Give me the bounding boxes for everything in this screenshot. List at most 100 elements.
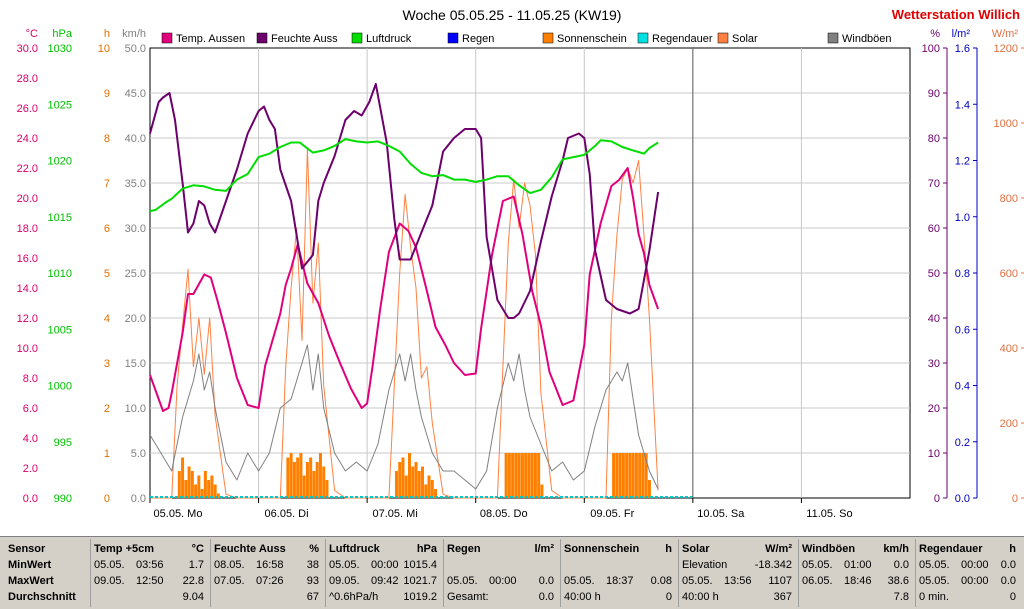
axis-tick-label: 1.4 (955, 99, 970, 111)
sunshine-bar (430, 480, 434, 498)
stats-cell-value: 0 (1009, 591, 1016, 603)
stats-cell-time: 00:00 (961, 575, 989, 587)
axis-tick-label: 5.0 (131, 448, 146, 460)
axis-unit-label: h (104, 28, 110, 40)
stats-cell-date: Gesamt: (447, 591, 489, 603)
legend-swatch (827, 32, 839, 44)
stats-cell-date: 05.05. (329, 559, 360, 571)
stats-cell-value: 7.8 (893, 591, 909, 603)
axis-tick-label: 0 (1012, 493, 1018, 505)
axis-tick-label: 40.0 (125, 133, 146, 145)
sunshine-bar (514, 453, 518, 498)
sunshine-bar (289, 453, 293, 498)
axis-tick-label: 1020 (48, 156, 72, 168)
axis-tick-label: 15.0 (125, 358, 146, 370)
sunshine-bar (187, 466, 191, 498)
sunshine-bar (618, 453, 622, 498)
stats-col-unit: W/m² (765, 543, 792, 555)
series-line (149, 167, 660, 412)
sunshine-bar (638, 453, 642, 498)
stats-cell-time: 09:42 (371, 575, 399, 587)
x-axis: 05.05. Mo 06.05. Di 07.05. Mi 08.05. Do 09.0… (149, 498, 853, 520)
stats-cell-date: 05.05. (919, 575, 950, 587)
sunshine-bar (411, 466, 415, 498)
stats-cell-value: 0.0 (538, 591, 554, 603)
axis-tick-label: 0.6 (955, 324, 970, 336)
sunshine-bar (540, 484, 544, 498)
axis-tick-label: 28.0 (17, 73, 38, 85)
axis-tick-label: 20.0 (17, 193, 38, 205)
axis-tick-label: 10.0 (125, 403, 146, 415)
axis-tick-label: 90 (928, 88, 940, 100)
axis-tick-label: 100 (922, 43, 940, 55)
legend-label: Windböen (842, 33, 892, 45)
stats-cell-value: 0.0 (1000, 575, 1016, 587)
axis-tick-label: 2 (104, 403, 110, 415)
stats-col-regendauer: Regendauer h 05.05. 00:00 0.0 05.05. 00:00 0.0 0… (917, 537, 1022, 609)
axis-tick-label: 25.0 (125, 268, 146, 280)
stats-col-header: Feuchte Auss (214, 543, 286, 555)
axis-tick-label: 0 (104, 493, 110, 505)
stats-col-unit: hPa (416, 543, 437, 555)
sunshine-bar (417, 471, 421, 498)
sunshine-bar (434, 489, 438, 498)
series-line (149, 138, 659, 213)
sunshine-bar (524, 453, 528, 498)
sunshine-bar (292, 462, 296, 498)
axis-tick-label: 10 (98, 43, 110, 55)
axis-tick-label: 1.2 (955, 156, 970, 168)
axis-tick-label: 8.0 (23, 373, 38, 385)
stats-row-label: MinWert (8, 559, 52, 571)
axis-tick-label: 70 (928, 178, 940, 190)
axis-tick-label: 1010 (48, 268, 72, 280)
axis-tick-label: 10.0 (17, 343, 38, 355)
axis-tick-label: 12.0 (17, 313, 38, 325)
stats-cell-time: 07:26 (256, 575, 284, 587)
stats-panel: Sensor MinWert MaxWert Durchschnitt Temp… (0, 536, 1024, 609)
axis-tick-label: 10 (928, 448, 940, 460)
axis-tick-label: 30 (928, 358, 940, 370)
axis-tick-label: 995 (54, 437, 72, 449)
axis-tick-label: 20.0 (125, 313, 146, 325)
axis-tick-label: 1.0 (955, 212, 970, 224)
legend-swatch (447, 32, 459, 44)
sunshine-bar (527, 453, 531, 498)
axis-tick-label: 5 (104, 268, 110, 280)
x-axis-tick-label: 11.05. So (806, 508, 852, 520)
stats-cell-time: 00:00 (489, 575, 517, 587)
axis-unit-label: W/m² (992, 28, 1019, 40)
sunshine-bar (286, 457, 290, 498)
stats-sensor-header: Sensor (8, 543, 46, 555)
sunshine-bar (537, 453, 541, 498)
sunshine-bar (312, 471, 316, 498)
stats-cell-value: 0.0 (538, 575, 554, 587)
sunshine-bar (200, 489, 204, 498)
stats-cell-date: ^0.6hPa/h (329, 591, 379, 603)
axis-tick-label: 200 (1000, 418, 1018, 430)
stats-cell-value: 38 (306, 559, 319, 571)
legend-swatch (637, 32, 649, 44)
legend-swatch (351, 32, 363, 44)
weather-chart: Woche 05.05.25 - 11.05.25 (KW19) Wetters… (17, 7, 1024, 520)
legend-label: Temp. Aussen (176, 33, 245, 45)
legend-swatch (256, 32, 268, 44)
series-line (149, 83, 660, 319)
axis-tick-label: 18.0 (17, 223, 38, 235)
sunshine-bar (533, 453, 537, 498)
sunshine-bar (394, 471, 398, 498)
sunshine-bar (414, 462, 418, 498)
sunshine-bar (504, 453, 508, 498)
axis-tick-label: 2.0 (23, 463, 38, 475)
axis-tick-label: 1 (104, 448, 110, 460)
sunshine-bar (322, 466, 326, 498)
sunshine-bar (427, 475, 431, 498)
sunshine-bar (631, 453, 635, 498)
stats-cell-value: 1107 (768, 575, 792, 587)
stats-cell-date: 09.05. (94, 575, 125, 587)
stats-cell-date: 40:00 h (564, 591, 601, 603)
legend-swatch (542, 32, 554, 44)
axis-tick-label: 600 (1000, 268, 1018, 280)
stats-col-feuchte: Feuchte Auss% 08.05. 16:58 38 07.05. 07:26 93 6… (212, 537, 325, 609)
axis-tick-label: 9 (104, 88, 110, 100)
sunshine-bar (404, 475, 408, 498)
